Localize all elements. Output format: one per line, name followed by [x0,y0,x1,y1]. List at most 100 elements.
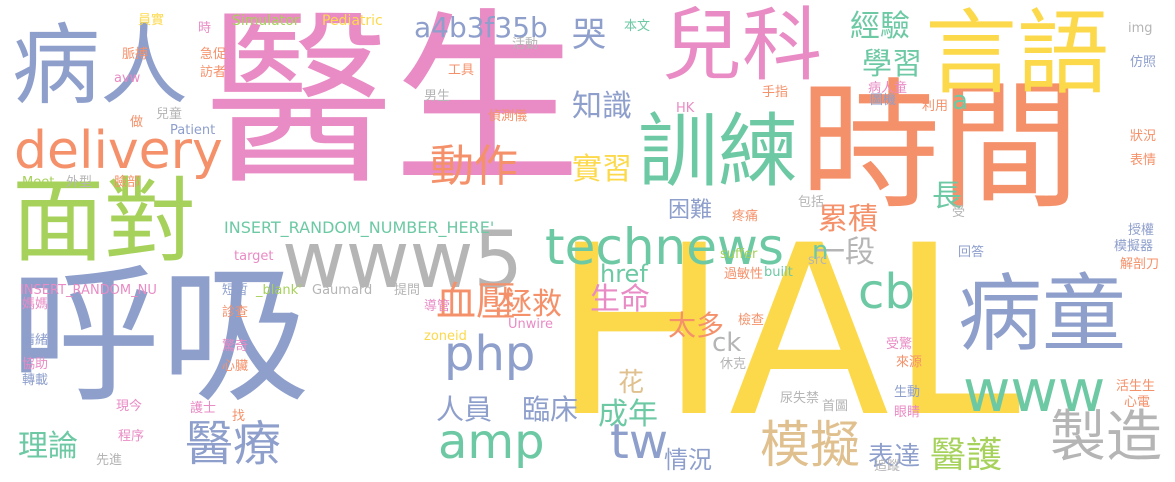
word-activity: 活動 [512,37,539,52]
word-eyes: 眼睛 [894,405,921,420]
word-learning: 學習 [862,47,922,82]
word-training: 訓練 [638,105,798,198]
word-catheter: 導管 [424,299,451,314]
word-blank: _blank' [256,283,302,298]
word-boy: 男生 [424,89,451,104]
word-cry: 哭 [572,15,606,55]
word-patient-child: 病人童 [868,81,908,96]
word-pediatrics: 兒科 [662,0,822,92]
word-cb: cb [858,264,915,320]
word-doctor: 醫生 [205,0,581,211]
word-expression: 表情 [1130,153,1157,168]
word-startled: 受驚 [886,337,913,352]
word-experience: 經驗 [850,9,910,44]
word-built: built [764,265,793,280]
word-one-section: 一段 [815,235,875,270]
word-children: 兒童 [156,107,183,122]
word-insert-random-number: INSERT_RANDOM_NUMBER_HERE' [224,218,495,237]
word-express: 表達 [868,442,921,472]
word-time: 時間 [800,66,1081,229]
word-manufacture: 製造 [1050,405,1162,470]
word-patient-en: Patient [170,123,216,138]
word-long: 長 [932,179,962,214]
word-delivery: delivery [14,121,223,181]
word-examine: 診查 [222,305,249,320]
word-tool: 工具 [448,63,475,78]
word-cover-image: 首圖 [822,399,849,414]
word-difficulty: 困難 [668,198,713,223]
word-track: 追蹤 [874,459,901,474]
word-theory: 理論 [18,429,78,464]
word-knowledge: 知識 [572,89,632,124]
word-zoneid: zoneid [424,329,467,344]
word-brief: 短暫 [222,283,249,298]
word-blood-pressure: 血壓 [436,279,516,325]
word-rapid: 急促 [200,47,227,62]
word-do: 做 [130,115,144,130]
word-gaumard: Gaumard [312,283,373,298]
word-rescue: 拯救 [502,287,562,322]
word-visitor: 訪者 [200,65,227,80]
word-flower: 花 [618,368,645,398]
word-tw: tw [610,414,669,470]
word-source: 來源 [896,355,923,370]
word-too-many: 太多 [668,309,725,342]
word-finger: 手指 [762,85,789,100]
word-surprise: 驚奇 [222,339,249,354]
word-img: img [1128,21,1153,36]
word-utilize: 利用 [922,99,949,114]
word-allergic: 過敏性 [724,267,764,282]
word-accumulate: 累積 [818,202,878,237]
word-incontinence: 尿失禁 [780,391,820,406]
word-medical: 醫療 [185,416,282,472]
word-hour: 時 [198,21,212,36]
word-situation: 情況 [664,446,712,474]
word-breathing: 呼吸 [10,250,311,424]
word-face: 面對 [12,168,197,275]
word-hal: HAL [552,196,1021,469]
word-advanced: 先進 [96,453,123,468]
word-pain: 疼痛 [732,209,759,224]
word-inspect: 檢查 [738,313,765,328]
word-amp: amp [438,414,545,470]
word-suffer: suffer [720,247,758,262]
word-face-part: 臉部 [114,175,141,190]
word-license: 授權 [1128,223,1155,238]
word-target: target [234,249,274,264]
word-www: www [963,357,1106,425]
word-find: 找 [232,409,246,424]
word-src: src [808,253,827,268]
word-technews: technews [545,218,784,276]
word-vivid: 生動 [894,385,921,400]
word-imitate: 仿照 [1130,55,1157,70]
word-personnel: 人員 [436,393,493,426]
word-receive: 受 [952,205,966,220]
word-living: 活生生 [1116,379,1156,394]
word-appearance: 外型 [66,175,93,190]
word-article: 本文 [624,19,651,34]
word-simulator: Simulator [232,13,300,29]
word-shock: 休克 [720,357,747,372]
word-unwire: Unwire [508,317,554,332]
word-href: href [600,260,648,288]
word-ecg: 心電 [1124,395,1151,410]
word-pediatric: Pediatric [322,13,383,29]
word-detector: 偵測儀 [488,109,528,124]
word-hk: HK [676,101,695,116]
word-meet: Meet [22,175,55,190]
word-answer: 回答 [958,245,985,260]
word-nursing: 醫護 [930,435,1003,476]
word-member: 員實 [138,13,165,28]
word-nowadays: 現今 [116,399,143,414]
word-simulate: 模擬 [760,416,860,474]
word-condition: 狀況 [1130,129,1157,144]
word-scalpel: 解剖刀 [1120,257,1160,272]
word-adult: 成年 [598,397,658,432]
word-language: 言語 [925,0,1110,107]
word-patient: 病人 [12,14,189,117]
word-avw: avw [114,71,141,86]
word-php: php [444,326,536,382]
word-mom: 媽媽 [22,297,49,312]
word-ck: ck [712,328,742,358]
